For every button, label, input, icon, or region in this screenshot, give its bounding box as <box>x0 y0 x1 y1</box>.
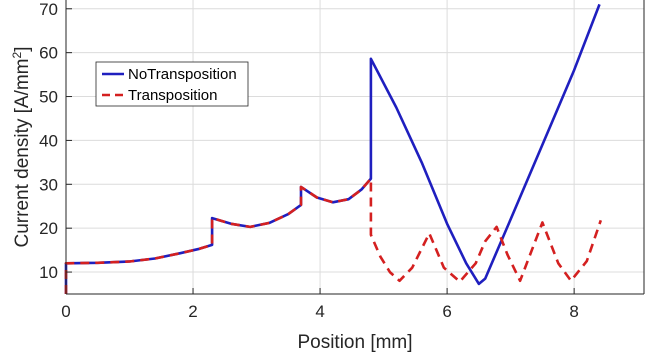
y-tick-label: 40 <box>39 131 58 150</box>
legend-box <box>95 61 249 107</box>
y-axis-title: Current density [A/mm2] <box>10 47 33 248</box>
x-tick-label: 4 <box>315 302 324 321</box>
x-axis-title: Position [mm] <box>297 332 412 353</box>
y-tick-label: 20 <box>39 219 58 238</box>
y-axis-title-superscript: 2 <box>10 51 24 58</box>
axes-frame <box>65 0 645 295</box>
data-lines <box>64 3 603 294</box>
x-tick-label: 2 <box>188 302 197 321</box>
x-tick-label: 8 <box>569 302 578 321</box>
y-axis-title-end: ] <box>12 47 33 52</box>
legend-label-transposition: Transposition <box>128 87 218 104</box>
plot-background <box>66 0 644 294</box>
y-tick-label: 30 <box>39 175 58 194</box>
x-axis-ticks: 0 2 4 6 8 <box>61 288 579 321</box>
x-tick-label: 6 <box>442 302 451 321</box>
y-tick-label: 50 <box>39 88 58 107</box>
legend-label-notransposition: NoTransposition <box>128 66 237 83</box>
y-axis-title-main: Current density [A/mm <box>12 58 33 247</box>
y-tick-label: 10 <box>39 263 58 282</box>
series-line-transposition <box>64 177 603 294</box>
y-tick-label: 70 <box>39 0 58 19</box>
x-tick-label: 0 <box>61 302 70 321</box>
y-tick-label: 60 <box>39 44 58 63</box>
y-axis-ticks: 10 20 30 40 50 60 70 <box>39 0 72 282</box>
grid-lines <box>65 0 644 294</box>
legend: NoTransposition Transposition <box>95 61 249 107</box>
